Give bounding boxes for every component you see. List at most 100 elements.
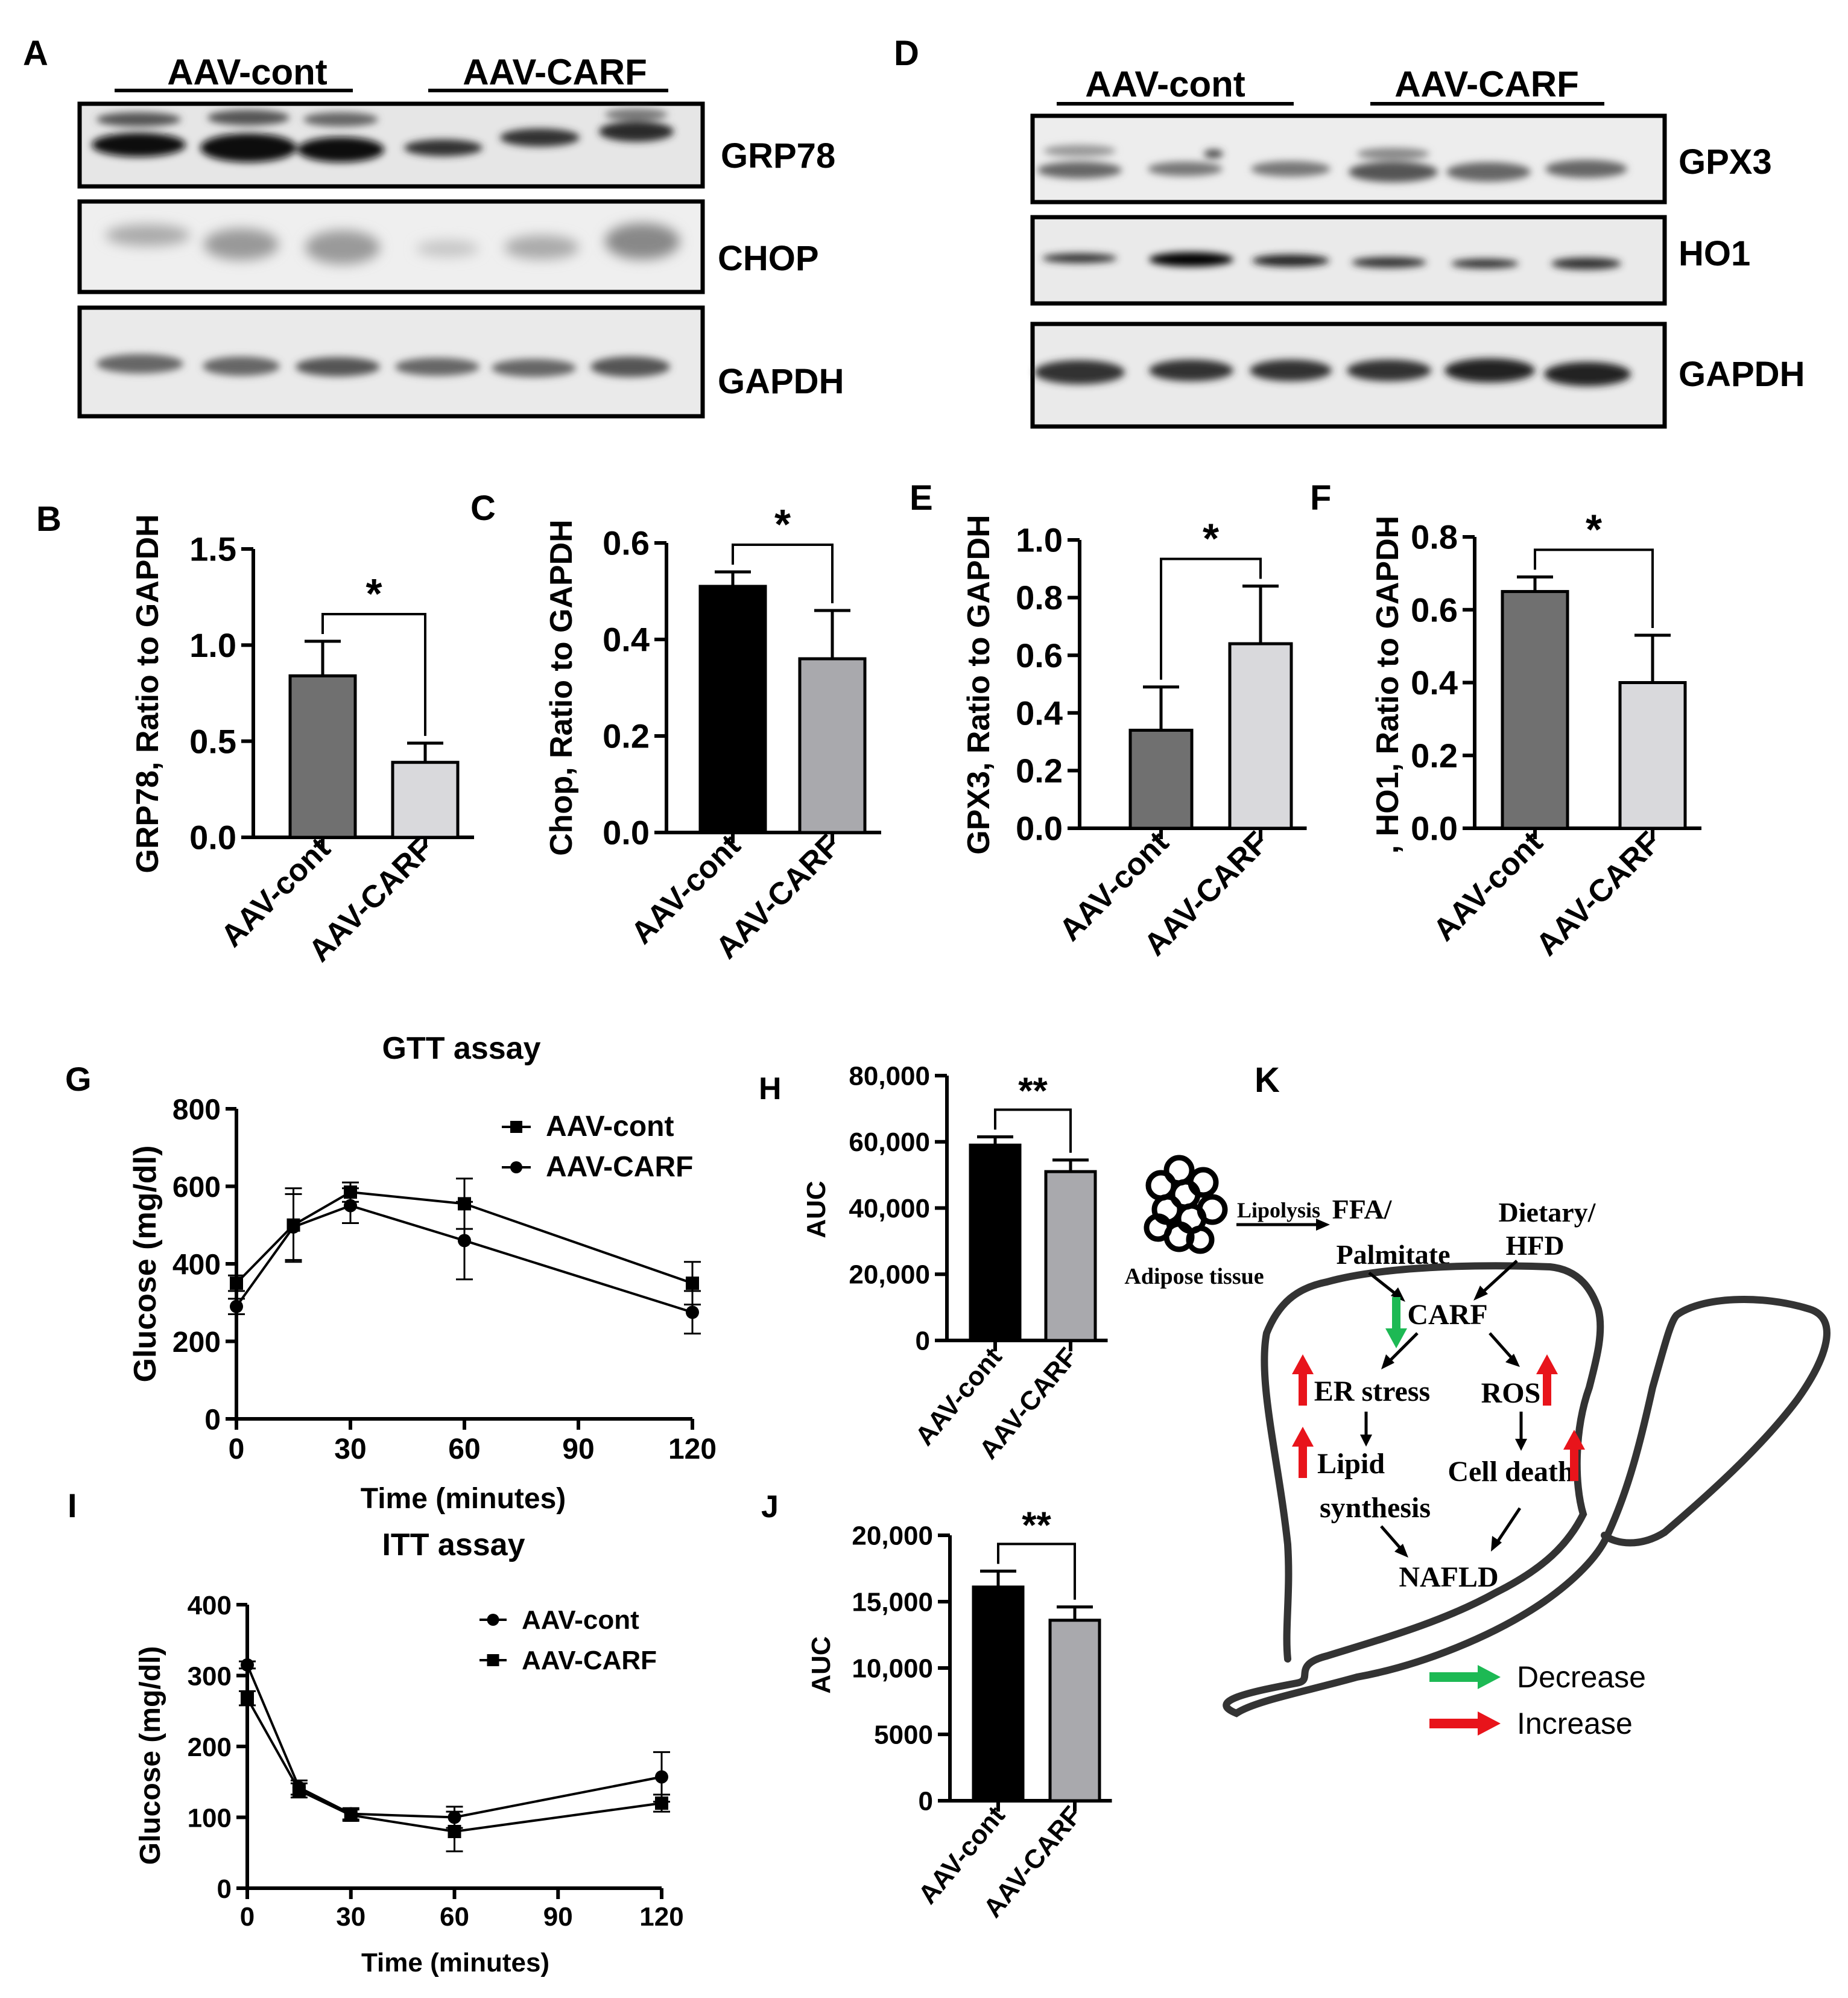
band-label-gapdh: GAPDH	[1679, 355, 1805, 394]
legend-decrease-label: Decrease	[1517, 1660, 1646, 1694]
x-axis-label: Time (minutes)	[361, 1948, 549, 1977]
chart-panel-g: G GTT assay 0 200 400 600 800 0 30 60 90 120 Time (m…	[65, 1031, 717, 1515]
y-tick-label: 0.8	[1411, 518, 1458, 556]
blot-strip-gapdh: GAPDH	[77, 305, 844, 419]
lipid-label-line2: synthesis	[1320, 1492, 1431, 1524]
significance-marker: **	[1022, 1505, 1051, 1546]
bar-aav-cont	[1501, 590, 1569, 830]
y-tick-label: 0.4	[603, 621, 650, 659]
band-label-ho1: HO1	[1679, 234, 1750, 273]
y-tick-label: 1.0	[189, 626, 236, 664]
data-point-square	[487, 1654, 499, 1666]
bar-aav-carf	[1044, 1170, 1097, 1342]
y-tick-label: 20,000	[849, 1260, 930, 1290]
x-tick-label: 90	[543, 1902, 573, 1932]
y-axis-label: GPX3, Ratio to GAPDH	[961, 515, 996, 854]
arrowhead-icon	[1316, 1219, 1330, 1231]
bar-aav-carf	[1228, 642, 1293, 830]
y-tick-label: 0.2	[1411, 737, 1458, 775]
y-tick-label: 0.5	[189, 722, 236, 760]
y-axis-label: Glucose (mg/dl)	[134, 1646, 166, 1865]
legend-entry: AAV-CARF	[546, 1151, 693, 1183]
data-point-circle	[286, 1220, 300, 1234]
y-tick-label: 100	[188, 1803, 232, 1833]
band-label-gpx3: GPX3	[1679, 142, 1772, 182]
panel-letter-d: D	[894, 34, 919, 73]
data-point-square	[655, 1797, 668, 1810]
data-point-circle	[487, 1614, 499, 1626]
arrowhead-icon	[1391, 1287, 1405, 1302]
panel-letter-k: K	[1255, 1061, 1280, 1100]
y-tick-label: 600	[172, 1172, 221, 1204]
bar-aav-carf	[798, 657, 867, 834]
y-tick-label: 0.0	[1411, 810, 1458, 848]
y-tick-label: 60,000	[849, 1127, 930, 1157]
data-point-circle	[458, 1234, 471, 1248]
y-tick-label: 5000	[874, 1720, 933, 1749]
band-label-chop: CHOP	[718, 239, 819, 278]
bar-aav-cont	[698, 585, 767, 834]
y-tick-label: 1.0	[1016, 521, 1063, 559]
carf-label: CARF	[1407, 1299, 1487, 1331]
arrowhead-icon	[1360, 1435, 1372, 1447]
band-label-gapdh: GAPDH	[718, 362, 844, 401]
y-tick-label: 0.0	[603, 814, 650, 852]
panel-letter: B	[36, 500, 62, 539]
ros-label: ROS	[1481, 1377, 1541, 1409]
legend-entry: AAV-cont	[546, 1111, 674, 1143]
x-tick-label: 0	[229, 1433, 245, 1465]
arrowhead-icon	[1515, 1439, 1527, 1451]
panel-letter: I	[68, 1486, 77, 1524]
y-axis-label: GRP78, Ratio to GAPDH	[130, 514, 165, 873]
y-tick-label: 80,000	[849, 1061, 930, 1091]
y-tick-label: 0.4	[1016, 694, 1063, 732]
significance-bracket	[1160, 557, 1262, 680]
panel-letter-a: A	[23, 34, 48, 73]
y-axis-label: Chop, Ratio to GAPDH	[544, 519, 579, 856]
decrease-arrowhead-icon	[1478, 1665, 1501, 1689]
schematic-legend: Decrease Increase	[1429, 1660, 1646, 1740]
panel-a-western-blot: A AAV-cont AAV-CARF GRP78	[23, 34, 844, 419]
significance-bracket	[997, 1543, 1076, 1600]
y-tick-label: 0.2	[603, 717, 650, 755]
y-tick-label: 800	[172, 1094, 221, 1126]
y-tick-label: 0	[217, 1874, 232, 1904]
lipid-label-line1: Lipid	[1317, 1448, 1385, 1480]
er-stress-label: ER stress	[1314, 1375, 1430, 1407]
y-tick-label: 10,000	[852, 1654, 933, 1683]
panel-d-western-blot: D AAV-cont AAV-CARF GPX3	[894, 34, 1805, 429]
chart-panel-i: I ITT assay 0 100 200 300 400 0 30 60 90 120 Time (m…	[68, 1486, 684, 1977]
blot-strip-gpx3: GPX3	[1030, 113, 1772, 205]
data-point-circle	[230, 1299, 243, 1313]
x-tick-label: 120	[668, 1433, 717, 1465]
x-tick-label: 90	[562, 1433, 594, 1465]
panel-letter: G	[65, 1060, 92, 1098]
group-label-aav-cont: AAV-cont	[1085, 64, 1245, 104]
data-point-circle	[686, 1305, 699, 1319]
increase-arrowhead-icon	[1292, 1354, 1314, 1374]
y-axis-label: Glucose (mg/dl)	[128, 1146, 163, 1383]
y-tick-label: 0	[204, 1404, 221, 1436]
bar-aav-carf	[1048, 1619, 1101, 1803]
significance-marker: *	[774, 501, 791, 548]
group-label-aav-carf: AAV-CARF	[1394, 64, 1579, 104]
legend-entry: AAV-cont	[522, 1605, 639, 1635]
chart-panel-h: H020,00040,00060,00080,000AUCAAV-contAAV…	[759, 1061, 1108, 1465]
significance-marker: *	[1203, 515, 1220, 562]
bar-aav-cont	[969, 1143, 1022, 1342]
chart-title: GTT assay	[382, 1031, 540, 1066]
group-label-aav-carf: AAV-CARF	[463, 52, 647, 92]
bar-aav-carf	[391, 761, 460, 839]
bar-aav-cont	[972, 1585, 1025, 1803]
x-tick-label: 30	[334, 1433, 366, 1465]
bar-aav-cont	[288, 674, 357, 839]
arrowhead-icon	[1381, 1354, 1394, 1369]
arrow-death-to-nafld	[1494, 1507, 1522, 1546]
band-label-grp78: GRP78	[721, 136, 835, 176]
panel-letter: H	[759, 1071, 782, 1106]
legend-increase-label: Increase	[1517, 1707, 1633, 1740]
